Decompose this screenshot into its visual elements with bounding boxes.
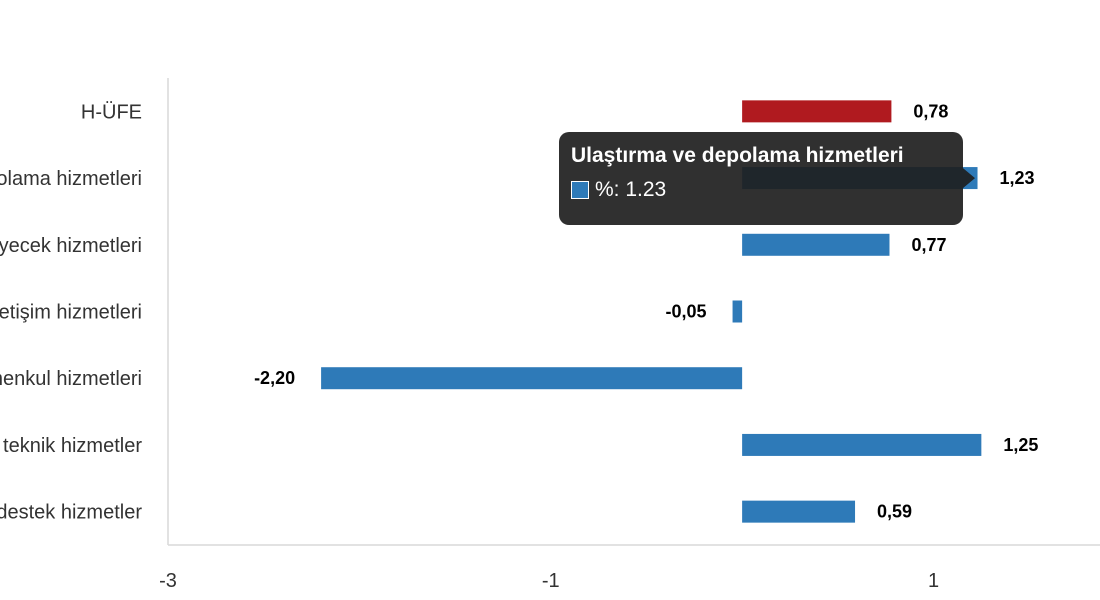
tooltip-row: %: 1.23 bbox=[571, 178, 951, 202]
data-label: -0,05 bbox=[666, 302, 707, 322]
data-label: 0,59 bbox=[877, 502, 912, 522]
data-label: 0,78 bbox=[913, 101, 948, 121]
chart-tooltip: Ulaştırma ve depolama hizmetleri %: 1.23 bbox=[559, 132, 963, 225]
tooltip-title: Ulaştırma ve depolama hizmetleri bbox=[571, 144, 904, 167]
category-label: Gayrimenkul hizmetleri bbox=[0, 368, 142, 390]
x-tick-label: -1 bbox=[542, 570, 560, 592]
bar[interactable] bbox=[742, 233, 890, 256]
bar[interactable] bbox=[742, 433, 982, 456]
category-label: H-ÜFE bbox=[81, 101, 142, 123]
bar[interactable] bbox=[321, 367, 743, 390]
category-label: Mesleki, bilimsel ve teknik hizmetler bbox=[0, 435, 142, 457]
bar[interactable] bbox=[742, 500, 856, 523]
category-labels: H-ÜFE Ulaştırma ve depolama hizmetleri Kon… bbox=[0, 101, 142, 523]
tooltip-pointer bbox=[963, 168, 975, 189]
category-label: Ulaştırma ve depolama hizmetleri bbox=[0, 168, 142, 190]
x-tick-label: -3 bbox=[159, 570, 177, 592]
x-tick-label: 1 bbox=[928, 570, 939, 592]
category-label: İdari ve destek hizmetler bbox=[0, 501, 142, 524]
category-label: Bilgi ve iletişim hizmetleri bbox=[0, 302, 142, 324]
category-label: Konaklama ve yiyecek hizmetleri bbox=[0, 235, 142, 257]
data-label: 1,25 bbox=[1003, 435, 1038, 455]
data-label: 0,77 bbox=[911, 235, 946, 255]
data-labels: 0,78 1,23 0,77 -0,05 -2,20 1,25 0,59 bbox=[254, 101, 1038, 521]
data-label: -2,20 bbox=[254, 368, 295, 388]
bar[interactable] bbox=[742, 100, 892, 123]
tooltip-value: %: 1.23 bbox=[595, 178, 667, 201]
data-label: 1,23 bbox=[1000, 168, 1035, 188]
tooltip-swatch bbox=[571, 181, 589, 199]
bar[interactable] bbox=[732, 300, 743, 323]
axes: -3 -1 1 bbox=[159, 78, 1100, 592]
